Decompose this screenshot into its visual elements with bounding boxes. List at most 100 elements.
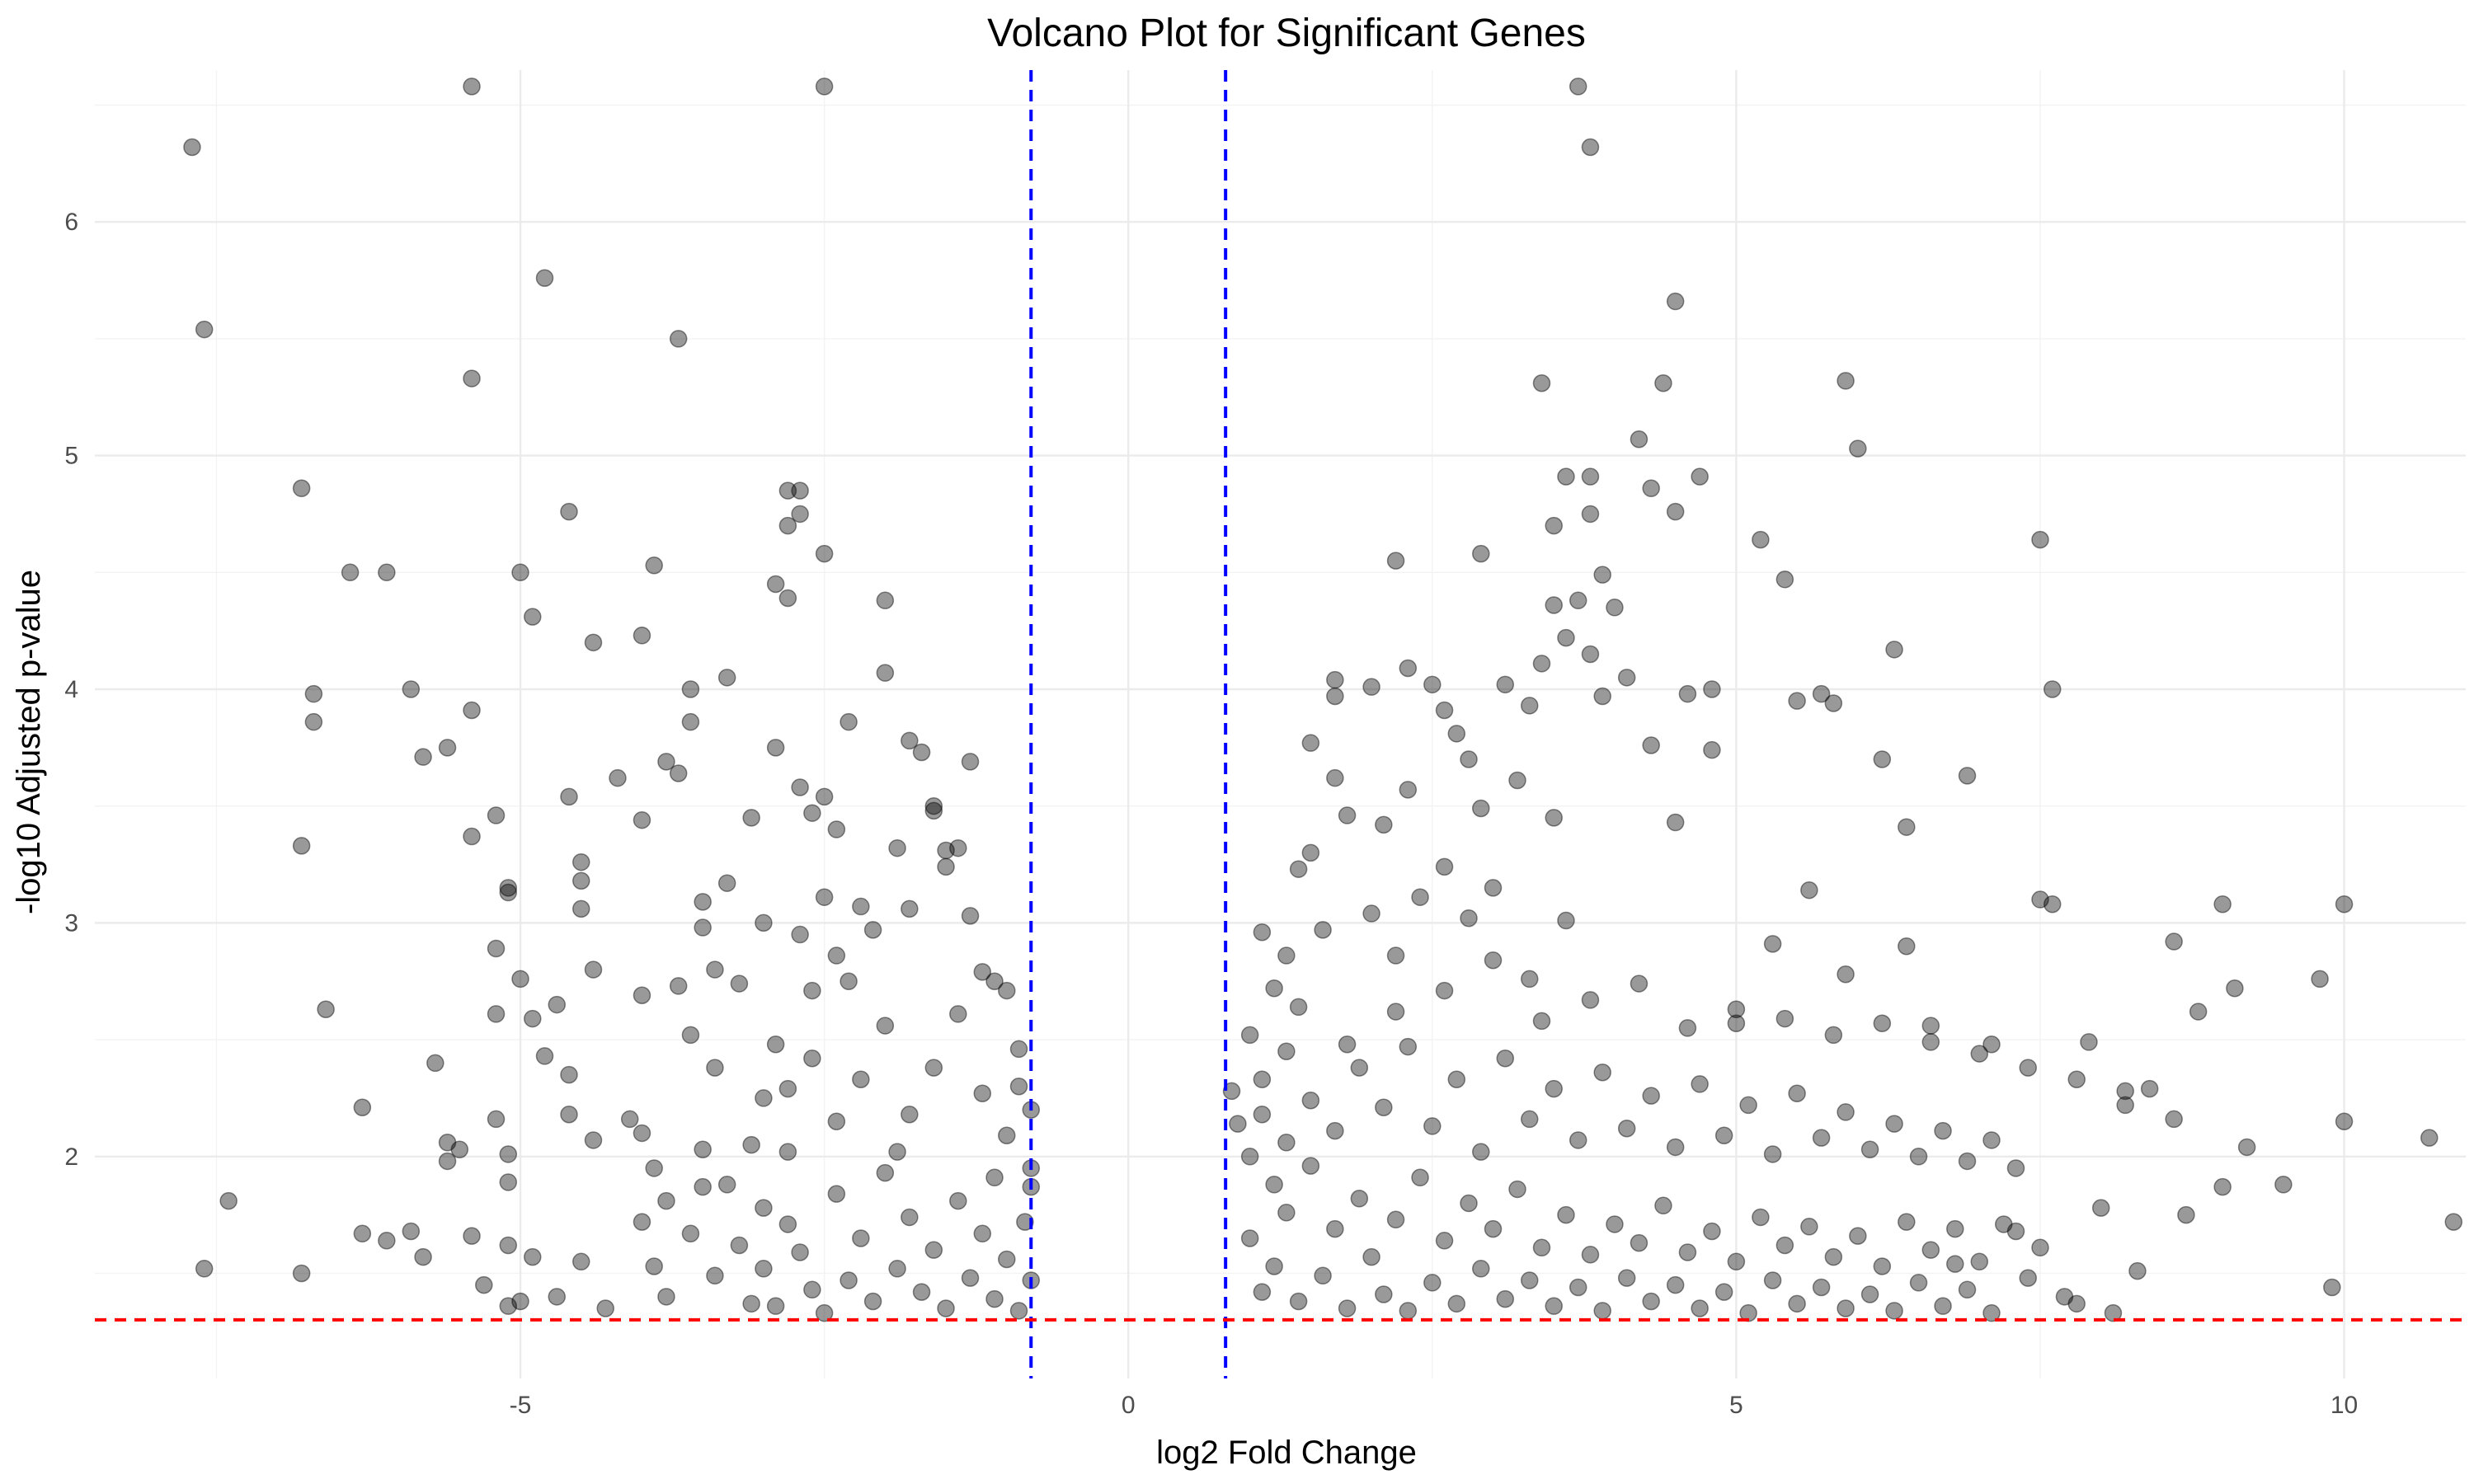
data-point (560, 502, 578, 521)
data-point (973, 1084, 992, 1103)
data-point (1849, 1227, 1867, 1245)
data-point (1557, 911, 1575, 930)
data-point (1265, 1257, 1283, 1275)
y-tick-label: 2 (64, 1144, 78, 1171)
data-point (487, 939, 506, 958)
data-point (901, 731, 919, 750)
data-point (2031, 890, 2049, 909)
data-point (1009, 1078, 1028, 1096)
data-point (499, 879, 518, 897)
data-point (1593, 1064, 1611, 1082)
data-point (463, 701, 481, 720)
data-point (1386, 552, 1405, 570)
data-point (1545, 516, 1563, 535)
data-point (815, 787, 834, 806)
data-point (414, 1247, 432, 1266)
data-point (1569, 591, 1587, 610)
data-point (1326, 768, 1344, 787)
data-point (1934, 1297, 1952, 1315)
data-point (778, 589, 797, 608)
data-point (1593, 1302, 1611, 1320)
data-point (730, 1236, 749, 1255)
data-point (1277, 1134, 1296, 1152)
data-point (717, 1176, 736, 1194)
data-point (1314, 1266, 1332, 1285)
data-point (2420, 1129, 2439, 1147)
data-point (1630, 430, 1649, 448)
data-point (1386, 946, 1405, 965)
data-point (1375, 815, 1393, 834)
data-point (378, 563, 396, 582)
data-point (778, 1143, 797, 1161)
data-point (669, 977, 688, 995)
data-point (1958, 1152, 1977, 1171)
data-point (1630, 974, 1649, 993)
data-point (840, 972, 858, 990)
data-point (681, 1026, 700, 1045)
data-point (1496, 1289, 1515, 1308)
data-point (657, 753, 675, 771)
data-point (840, 712, 858, 731)
data-point (1788, 692, 1806, 710)
data-point (2031, 530, 2049, 549)
data-point (876, 664, 895, 682)
data-point (1545, 1297, 1563, 1315)
data-point (1714, 1283, 1733, 1301)
data-point (1423, 675, 1442, 694)
data-point (791, 925, 809, 944)
y-axis-title: -log10 Adjusted p-value (11, 570, 47, 914)
data-point (499, 883, 518, 902)
data-point (1691, 467, 1709, 486)
data-point (2080, 1033, 2098, 1051)
data-point (1982, 1131, 2001, 1149)
data-point (1435, 701, 1454, 720)
data-point (1253, 1283, 1272, 1301)
data-point (1946, 1219, 1964, 1238)
data-point (463, 369, 481, 387)
data-point (378, 1232, 396, 1250)
data-point (1921, 1017, 1940, 1035)
data-point (1472, 544, 1490, 563)
data-point (766, 575, 785, 594)
axis-ticks: -5 0 5 10 2 3 4 5 6 (64, 209, 2358, 1419)
data-point (803, 1280, 821, 1299)
data-point (1508, 1180, 1526, 1199)
data-point (1994, 1215, 2013, 1233)
data-point (2019, 1059, 2037, 1077)
data-point (304, 684, 323, 703)
y-tick-label: 6 (64, 209, 78, 236)
data-point (1240, 1148, 1259, 1166)
data-point (438, 1134, 457, 1152)
data-point (1362, 1247, 1380, 1266)
data-point (2116, 1082, 2134, 1101)
data-point (463, 827, 481, 846)
data-point (827, 1112, 846, 1131)
data-point (1898, 1213, 1916, 1231)
data-point (645, 556, 663, 575)
data-point (1873, 1257, 1892, 1275)
data-point (2274, 1176, 2293, 1194)
data-point (1970, 1252, 1989, 1271)
data-point (852, 897, 870, 916)
data-point (219, 1191, 238, 1210)
data-point (1581, 991, 1600, 1009)
data-point (1824, 1247, 1843, 1266)
y-tick-label: 4 (64, 676, 78, 703)
data-point (499, 1173, 518, 1191)
chart-title: Volcano Plot for Significant Genes (987, 12, 1586, 55)
data-point (2237, 1138, 2256, 1157)
data-point (511, 970, 529, 989)
data-point (1617, 1120, 1636, 1138)
data-point (1642, 1087, 1660, 1105)
data-point (1399, 1302, 1418, 1320)
data-point (1678, 1019, 1697, 1037)
data-point (888, 1260, 906, 1278)
data-point (402, 1222, 421, 1241)
data-point (1520, 970, 1539, 989)
data-point (2140, 1079, 2159, 1098)
data-point (1921, 1241, 1940, 1259)
data-point (791, 778, 809, 796)
x-axis-title: log2 Fold Change (1156, 1435, 1417, 1471)
data-point (924, 801, 943, 820)
